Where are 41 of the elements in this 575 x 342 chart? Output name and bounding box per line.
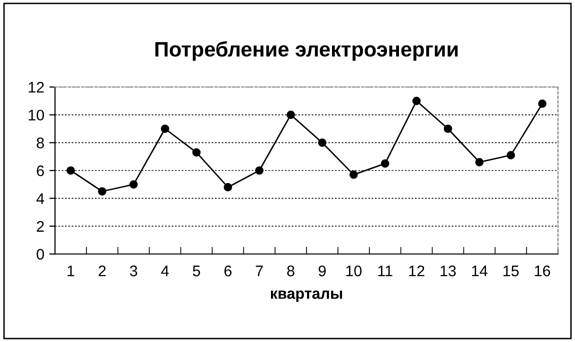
point xyxy=(506,151,516,160)
x-tick-label: 13 xyxy=(440,266,456,276)
point xyxy=(98,187,106,196)
point xyxy=(412,96,421,106)
chart-title: Потребление электроэнергии xyxy=(155,41,458,61)
y-tick-label: 10 xyxy=(28,110,44,121)
x-tick-label: 6 xyxy=(224,266,232,276)
point xyxy=(475,158,484,166)
x-tick-label: 12 xyxy=(409,266,424,276)
x-tick-label: 14 xyxy=(472,266,488,276)
x-tick-label: 10 xyxy=(346,266,362,276)
point xyxy=(224,183,232,192)
x-tick-label: 1 xyxy=(68,266,74,276)
y-tick-label: 4 xyxy=(36,193,44,204)
point xyxy=(318,138,326,147)
y-tick-label: 8 xyxy=(36,138,44,148)
x-axis-title: кварталы xyxy=(270,290,342,302)
y-tick-label: 0 xyxy=(36,248,44,260)
point xyxy=(160,124,170,133)
point xyxy=(444,124,452,133)
point xyxy=(255,166,264,175)
point xyxy=(286,110,295,119)
point xyxy=(538,100,546,108)
x-tick-label: 5 xyxy=(192,266,200,276)
y-tick-label: 12 xyxy=(28,82,44,93)
x-tick-label: 3 xyxy=(130,266,138,276)
x-tick-label: 9 xyxy=(318,266,326,276)
x-tick-label: 11 xyxy=(378,266,392,276)
x-tick-label: 7 xyxy=(256,266,263,276)
x-tick-label: 16 xyxy=(534,266,550,276)
x-tick-label: 15 xyxy=(504,266,519,276)
point xyxy=(380,159,390,168)
y-tick-label: 6 xyxy=(36,165,44,176)
point xyxy=(66,166,75,175)
y-tick-label: 2 xyxy=(36,221,44,232)
x-tick-label: 2 xyxy=(98,266,106,276)
point xyxy=(349,170,358,179)
x-tick-label: 8 xyxy=(287,266,294,276)
point xyxy=(129,180,138,189)
point xyxy=(192,148,201,157)
x-tick-label: 4 xyxy=(161,266,169,276)
